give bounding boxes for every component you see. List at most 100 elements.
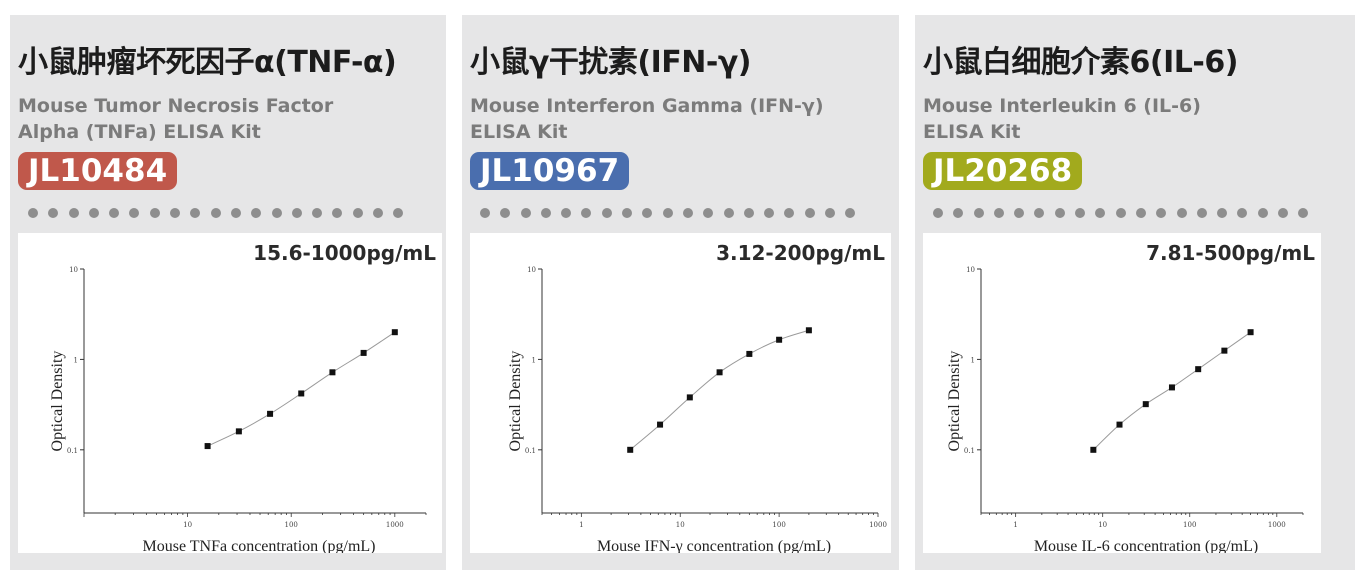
separator-dot xyxy=(393,208,404,218)
separator-dot xyxy=(662,208,673,218)
separator-dot xyxy=(723,208,734,218)
y-tick-label: 1 xyxy=(532,356,536,364)
y-tick-label: 0.1 xyxy=(525,447,536,455)
card-subtitle: Mouse Tumor Necrosis Factor Alpha (TNFa)… xyxy=(18,93,418,145)
separator-dot xyxy=(1156,208,1167,218)
standard-curve-chart: 10 1 0.1 1 10 100 1000 Mouse IL-6 concentration… xyxy=(946,266,1304,553)
data-point xyxy=(1168,384,1175,391)
data-point xyxy=(627,446,634,453)
separator-dot xyxy=(271,208,282,218)
data-point xyxy=(746,350,753,357)
data-point xyxy=(1090,446,1097,453)
subtitle-line: Mouse Interleukin 6 (IL-6) xyxy=(923,95,1201,117)
separator-dot xyxy=(1298,208,1309,218)
x-tick-label: 1000 xyxy=(1268,521,1286,529)
separator-dot xyxy=(682,208,693,218)
separator-dot xyxy=(149,208,160,218)
data-point xyxy=(360,349,367,356)
x-axis-label: Mouse TNFa concentration (pg/mL) xyxy=(143,538,376,553)
separator-dot xyxy=(291,208,302,218)
detection-range: 3.12-200pg/mL xyxy=(716,241,885,265)
separator-dot xyxy=(953,208,964,218)
x-tick-label: 1 xyxy=(579,521,583,529)
separator-dot xyxy=(1257,208,1268,218)
standard-curve-panel: 15.6-1000pg/mL 10 1 0.1 10 100 1000 Mouse TNFa… xyxy=(18,233,442,553)
separator-dot xyxy=(933,208,943,218)
y-tick-label: 0.1 xyxy=(964,447,975,455)
data-point xyxy=(267,410,274,417)
data-point xyxy=(686,394,693,401)
subtitle-line: Mouse Interferon Gamma (IFN-γ) xyxy=(470,95,824,117)
x-axis-label: Mouse IFN-γ concentration (pg/mL) xyxy=(597,538,831,553)
separator-dot xyxy=(540,208,551,218)
y-tick-label: 1 xyxy=(74,356,78,364)
y-tick-label: 10 xyxy=(69,266,78,274)
card-subtitle: Mouse Interferon Gamma (IFN-γ) ELISA Kit xyxy=(470,93,870,145)
separator-dot xyxy=(28,208,38,218)
separator-dot xyxy=(373,208,384,218)
x-tick-label: 100 xyxy=(1183,521,1196,529)
separator-dot xyxy=(109,208,120,218)
data-point xyxy=(776,336,783,343)
x-tick-label: 100 xyxy=(285,521,298,529)
separator-dot xyxy=(480,208,490,218)
catalog-number-badge: JL10967 xyxy=(470,152,630,190)
data-point xyxy=(1221,347,1228,354)
separator-dot xyxy=(1014,208,1025,218)
y-axis-label: Optical Density xyxy=(49,351,66,452)
separator-dot xyxy=(88,208,99,218)
data-point xyxy=(1116,421,1123,428)
fit-curve xyxy=(629,329,810,451)
separator-dot xyxy=(1054,208,1065,218)
separator-dot xyxy=(973,208,984,218)
data-point xyxy=(204,443,211,450)
detection-range: 7.81-500pg/mL xyxy=(1146,241,1315,265)
separator-dot xyxy=(1217,208,1228,218)
data-point xyxy=(805,327,812,334)
data-point xyxy=(657,421,664,428)
x-tick-label: 10 xyxy=(183,521,192,529)
separator-dot xyxy=(993,208,1004,218)
separator-dot xyxy=(601,208,612,218)
card-title: 小鼠白细胞介素6(IL-6) xyxy=(923,45,1238,80)
separator-dot xyxy=(642,208,653,218)
card-title: 小鼠肿瘤坏死因子α(TNF-α) xyxy=(18,45,397,80)
product-card-tnf: 小鼠肿瘤坏死因子α(TNF-α) Mouse Tumor Necrosis Fa… xyxy=(10,15,446,570)
separator-dot xyxy=(1196,208,1207,218)
x-tick-label: 10 xyxy=(1098,521,1107,529)
separator-dot xyxy=(1176,208,1187,218)
subtitle-line: Alpha (TNFa) ELISA Kit xyxy=(18,121,261,143)
standard-curve-panel: 7.81-500pg/mL 10 1 0.1 1 10 100 1000 Mouse IL-6… xyxy=(923,233,1321,553)
separator-dot xyxy=(581,208,592,218)
separator-dot xyxy=(764,208,775,218)
card-subtitle: Mouse Interleukin 6 (IL-6) ELISA Kit xyxy=(923,93,1323,145)
separator-dot xyxy=(845,208,856,218)
separator-dot xyxy=(129,208,140,218)
standard-curve-chart: 10 1 0.1 1 10 100 1000 Mouse IFN-γ concentratio… xyxy=(507,266,887,553)
detection-range: 15.6-1000pg/mL xyxy=(253,241,436,265)
separator-dot xyxy=(1095,208,1106,218)
data-point xyxy=(235,428,242,435)
x-axis-label: Mouse IL-6 concentration (pg/mL) xyxy=(1034,538,1258,553)
separator-dot xyxy=(68,208,79,218)
separator-dot xyxy=(784,208,795,218)
standard-curve-panel: 3.12-200pg/mL 10 1 0.1 1 10 100 1000 Mouse IFN-… xyxy=(470,233,891,553)
separator-dot xyxy=(170,208,181,218)
separator-dot xyxy=(825,208,836,218)
data-point xyxy=(391,329,398,336)
x-tick-label: 1000 xyxy=(869,521,887,529)
subtitle-line: ELISA Kit xyxy=(470,121,568,143)
data-point xyxy=(298,390,305,397)
card-title: 小鼠γ干扰素(IFN-γ) xyxy=(470,45,752,80)
data-point xyxy=(1142,401,1149,408)
standard-curve-chart: 10 1 0.1 10 100 1000 Mouse TNFa concentration … xyxy=(49,266,427,553)
separator-dot xyxy=(1278,208,1289,218)
data-point xyxy=(1195,366,1202,373)
separator-dot xyxy=(1115,208,1126,218)
dot-separator xyxy=(28,208,404,220)
separator-dot xyxy=(190,208,201,218)
dot-separator xyxy=(933,208,1309,220)
separator-dot xyxy=(804,208,815,218)
separator-dot xyxy=(1237,208,1248,218)
catalog-number-badge: JL10484 xyxy=(18,152,178,190)
